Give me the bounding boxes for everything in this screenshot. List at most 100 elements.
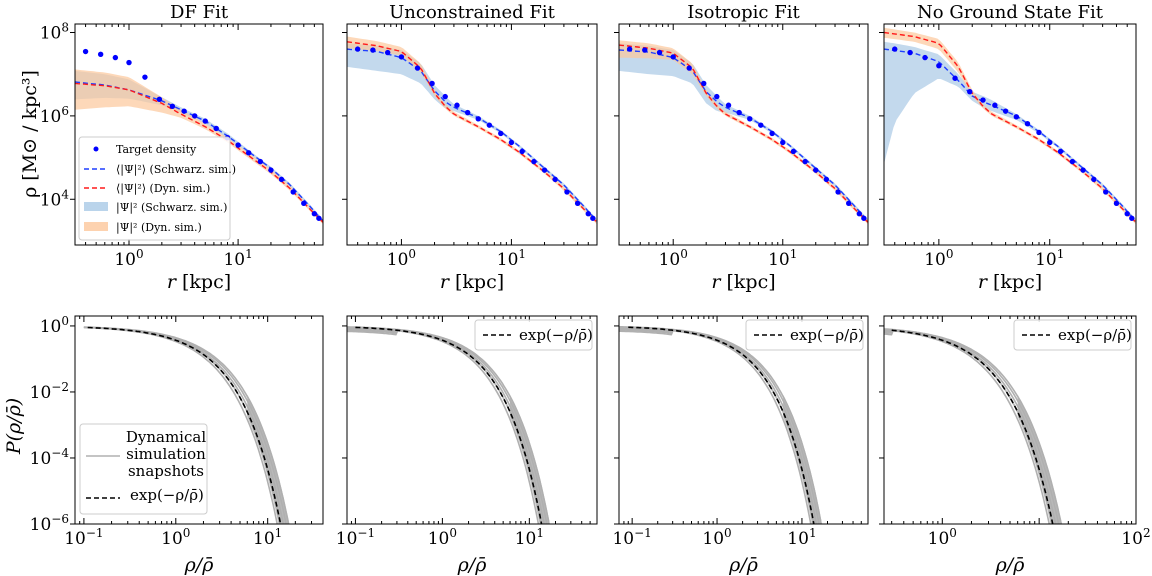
target-density-point xyxy=(1129,215,1135,221)
pdf-plot-area xyxy=(347,326,550,524)
snapshot-curve xyxy=(884,328,1062,524)
target-density-point xyxy=(531,158,537,165)
y-tick-label: 106 xyxy=(40,104,69,127)
target-density-point xyxy=(861,215,867,221)
target-density-point xyxy=(354,46,361,52)
target-density-point xyxy=(1124,211,1130,217)
target-density-point xyxy=(758,122,764,128)
legend-target-label: Target density xyxy=(116,143,197,156)
target-density-point xyxy=(1024,120,1031,127)
legend-exp: exp(−ρ/ρ̄) xyxy=(745,319,864,351)
schwarz-band xyxy=(347,43,597,223)
panel-title: DF Fit xyxy=(170,2,229,23)
pdf-plot-area xyxy=(884,328,1063,524)
target-density-point xyxy=(464,109,471,116)
legend-exp-box xyxy=(1013,319,1132,351)
legend-top-box xyxy=(78,136,231,241)
legend-schwarz-band-label: |Ψ|² (Schwarz. sim.) xyxy=(116,201,227,215)
x-tick-label: 10−1 xyxy=(612,526,651,549)
exp-curve xyxy=(87,326,282,524)
target-density-point xyxy=(835,189,841,195)
density-axes-frame xyxy=(74,23,324,246)
legend-snapshots-label-1: Dynamical xyxy=(126,428,206,446)
x-tick-label: 101 xyxy=(1035,247,1064,270)
target-density-point xyxy=(316,215,322,221)
target-density-point xyxy=(169,103,176,109)
target-density-point xyxy=(268,167,274,173)
legend-top: Target density ⟨|Ψ|²⟩ (Schwarz. sim.) ⟨|Ψ|… xyxy=(78,136,236,241)
x-axis-label-bottom: ρ/ρ̄ xyxy=(995,554,1026,576)
density-plot-area xyxy=(884,27,1136,225)
y-axis-label-top: ρ [M⊙ / kpc³] xyxy=(19,70,41,198)
x-tick-label: 100 xyxy=(702,526,731,549)
target-density-point xyxy=(790,148,797,155)
target-density-point xyxy=(498,130,504,137)
schwarz-band xyxy=(619,43,868,223)
target-density-point xyxy=(398,54,405,60)
exp-curve xyxy=(891,329,1054,524)
target-density-point xyxy=(590,215,596,221)
density-axes-frame xyxy=(346,23,598,246)
legend-schwarz-mean-label: ⟨|Ψ|²⟩ (Schwarz. sim.) xyxy=(116,163,236,177)
x-tick-label: 100 xyxy=(387,247,416,270)
pdf-panel-2: 10−1 100 101 ρ/ρ̄ xyxy=(336,315,598,576)
legend-bottom-box xyxy=(79,423,208,515)
target-density-point xyxy=(769,130,775,137)
target-density-point xyxy=(213,125,219,132)
target-density-point xyxy=(656,49,663,56)
legend-exp: exp(−ρ/ρ̄) xyxy=(474,319,593,351)
legend-snapshots-label-3: snapshots xyxy=(128,462,204,480)
x-tick-label: 101 xyxy=(515,526,544,549)
target-density-point xyxy=(846,200,852,207)
target-density-point xyxy=(301,200,307,207)
target-density-point xyxy=(384,49,391,56)
target-density-point xyxy=(442,93,448,100)
legend-schwarz-band-patch xyxy=(84,202,108,211)
y-tick-label: 100 xyxy=(40,314,69,337)
x-tick-label: 101 xyxy=(787,526,816,549)
target-density-point xyxy=(1091,176,1097,183)
target-density-point xyxy=(290,189,296,195)
x-axis-label-bottom: ρ/ρ̄ xyxy=(457,554,488,576)
target-density-point xyxy=(454,102,460,108)
target-density-point xyxy=(686,65,692,71)
target-density-point xyxy=(936,62,942,69)
target-density-point xyxy=(278,176,285,183)
target-density-point xyxy=(714,93,720,100)
target-density-point xyxy=(736,109,742,116)
y-tick-label: 10−6 xyxy=(30,512,69,535)
pdf-panel-3: 10−1 100 101 ρ/ρ̄ xyxy=(612,315,869,576)
x-tick-label: 100 xyxy=(924,247,953,270)
y-tick-label: 10−2 xyxy=(30,380,69,403)
density-plot-area xyxy=(347,36,597,225)
x-tick-label: 10−1 xyxy=(336,526,375,549)
target-density-point xyxy=(181,108,187,114)
snapshot-curve xyxy=(619,329,812,524)
target-density-point xyxy=(564,189,570,195)
pdf-axes-frame xyxy=(618,315,869,525)
target-density-point xyxy=(1113,200,1120,207)
x-tick-label: 100 xyxy=(928,526,957,549)
target-density-point xyxy=(802,158,808,165)
target-density-point xyxy=(1036,129,1042,136)
snapshot-tail-fill xyxy=(510,394,550,524)
snapshot-tail-fill xyxy=(247,394,290,524)
target-density-point xyxy=(992,102,998,108)
target-density-point xyxy=(414,65,421,71)
x-axis-label-top: r [kpc] xyxy=(440,271,504,293)
legend-exp-box xyxy=(745,319,864,351)
snapshot-curve xyxy=(347,329,540,524)
target-density-point xyxy=(626,46,633,52)
target-density-point xyxy=(725,102,732,108)
pdf-panel-4: 100 102 ρ/ρ̄ xyxy=(879,315,1151,576)
target-density-point xyxy=(952,75,958,81)
legend-exp-label: exp(−ρ/ρ̄) xyxy=(1058,326,1132,344)
target-density-point xyxy=(519,148,525,155)
target-density-point xyxy=(552,176,558,183)
snapshot-tail-fill xyxy=(1017,394,1063,524)
target-density-point xyxy=(475,116,482,122)
target-density-point xyxy=(142,74,148,80)
target-density-point xyxy=(541,167,548,173)
target-density-point xyxy=(1002,108,1009,114)
target-density-point xyxy=(907,49,913,56)
